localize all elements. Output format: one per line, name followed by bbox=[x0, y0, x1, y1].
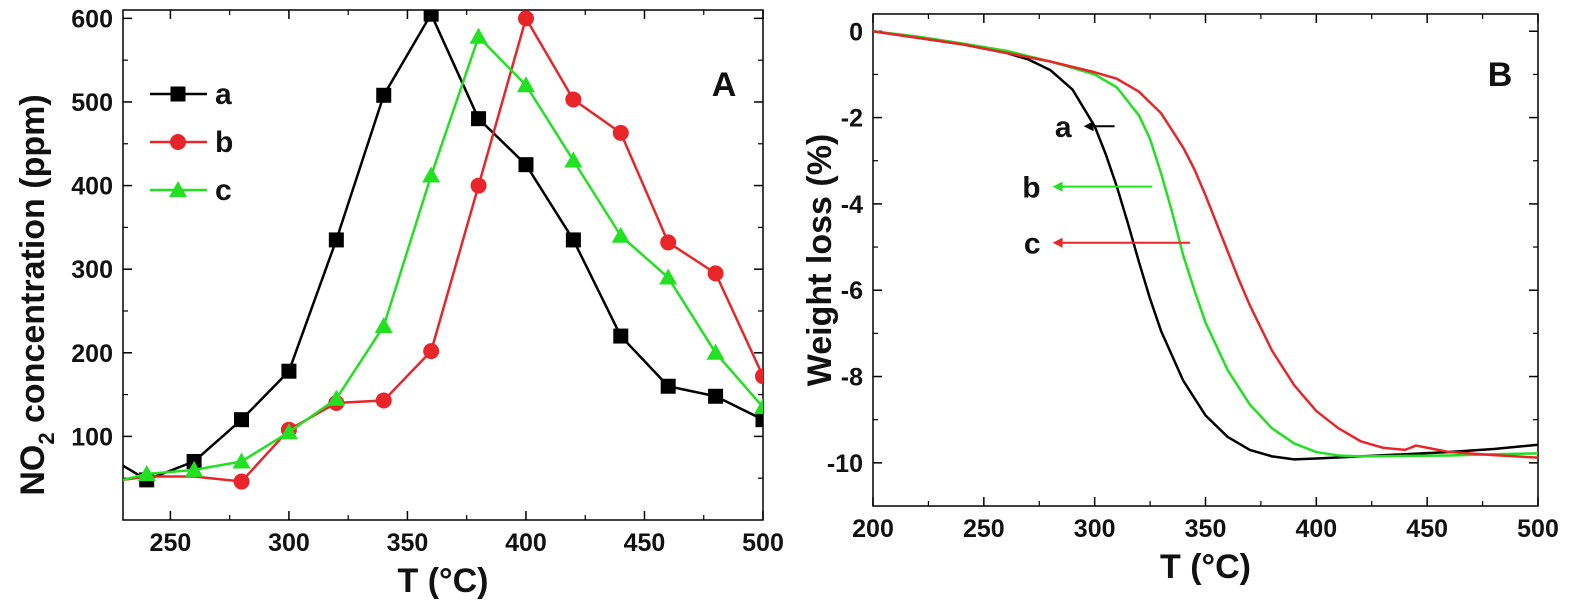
series-c-point bbox=[659, 268, 678, 285]
series-c-point bbox=[754, 398, 763, 415]
y-tick-label: -6 bbox=[841, 277, 863, 305]
series-c-point bbox=[611, 226, 630, 243]
x-tick-label: 300 bbox=[1074, 515, 1116, 543]
series-c bbox=[123, 27, 763, 482]
series-b-point bbox=[517, 10, 534, 27]
y-tick-label: 500 bbox=[71, 89, 113, 117]
legend-entry-b: b bbox=[150, 126, 233, 159]
y-tick-label: -2 bbox=[841, 105, 863, 133]
legend-entry-a: a bbox=[150, 78, 232, 111]
series-b-curve bbox=[873, 30, 1538, 458]
y-tick-label: 300 bbox=[71, 256, 113, 284]
x-tick-label: 500 bbox=[1517, 515, 1559, 543]
series-c-point bbox=[185, 460, 204, 477]
series-a-point bbox=[660, 378, 676, 394]
panel-b-weight-loss: 200 250 300 350 400 450 500 0 -2 -4 -6 -8 -10 T (°C) B… bbox=[801, 13, 1559, 586]
annotation-label-c: c bbox=[1024, 228, 1041, 261]
x-tick-label: 500 bbox=[742, 529, 784, 557]
annotation-label-b: b bbox=[1022, 172, 1040, 205]
series-c-curve bbox=[873, 30, 1538, 459]
series-a-point bbox=[518, 157, 534, 173]
y-tick-label: -8 bbox=[841, 364, 863, 392]
series-b-point bbox=[565, 91, 582, 108]
x-tick-label: 300 bbox=[268, 529, 310, 557]
series-a-point bbox=[376, 87, 392, 103]
panel-label: A bbox=[712, 66, 737, 104]
annotation-arrowhead-b bbox=[1052, 181, 1063, 192]
series-a-curve bbox=[873, 30, 1538, 461]
series-a-point bbox=[613, 328, 629, 344]
legend-entry-c: c bbox=[150, 174, 232, 207]
series-b-point bbox=[233, 473, 250, 490]
y-tick-label: 600 bbox=[71, 5, 113, 33]
x-tick-label: 450 bbox=[1406, 515, 1448, 543]
annotation-a: a bbox=[1055, 111, 1115, 144]
x-tick-label: 250 bbox=[963, 515, 1005, 543]
series-a-point bbox=[281, 363, 297, 379]
y-tick-label: 100 bbox=[71, 423, 113, 451]
series-b-point bbox=[660, 234, 677, 251]
y-axis-title-subscript: 2 bbox=[34, 432, 59, 444]
series-c-point bbox=[279, 423, 298, 440]
series-a-point bbox=[565, 232, 581, 248]
series-a-point bbox=[328, 232, 344, 248]
y-tick-label: 200 bbox=[71, 340, 113, 368]
series-b-point bbox=[470, 177, 487, 194]
series-a bbox=[123, 10, 763, 488]
annotation-c: c bbox=[1024, 228, 1190, 261]
plot-frame bbox=[122, 9, 764, 521]
x-axis-title: T (°C) bbox=[1160, 548, 1251, 586]
panel-label: B bbox=[1488, 56, 1513, 94]
legend-label-c: c bbox=[215, 174, 232, 207]
y-axis-title: NO2 concentration (ppm) bbox=[14, 94, 59, 495]
annotation-arrowhead-c bbox=[1052, 237, 1063, 248]
y-tick-label: -4 bbox=[841, 191, 863, 219]
y-axis-title-rest: concentration (ppm) bbox=[14, 94, 52, 432]
y-axis-title: Weight loss (%) bbox=[801, 134, 839, 387]
legend-label-b: b bbox=[215, 126, 233, 159]
annotation-label-a: a bbox=[1055, 111, 1072, 144]
y-tick-label: 0 bbox=[849, 18, 863, 46]
x-tick-label: 350 bbox=[387, 529, 429, 557]
series-c-point bbox=[422, 166, 441, 183]
legend-marker-b bbox=[170, 134, 186, 150]
series-a-point bbox=[471, 111, 487, 127]
y-axis-title-no: NO bbox=[14, 445, 52, 496]
series-b-point bbox=[423, 343, 440, 360]
legend-marker-a bbox=[170, 86, 186, 102]
series-b bbox=[123, 10, 763, 490]
series-b-point bbox=[612, 124, 629, 141]
x-tick-label: 200 bbox=[852, 515, 894, 543]
series-c-point bbox=[469, 27, 488, 44]
annotation-b: b bbox=[1022, 172, 1153, 205]
y-tick-label: -10 bbox=[827, 450, 863, 478]
series-a-point bbox=[755, 412, 763, 428]
series-b-point bbox=[707, 265, 724, 282]
series-a-point bbox=[423, 10, 439, 22]
series-b-point bbox=[375, 392, 392, 409]
y-tick-label: 400 bbox=[71, 173, 113, 201]
annotation-arrowhead-a bbox=[1083, 121, 1094, 132]
series-a-point bbox=[708, 388, 724, 404]
series-b-point bbox=[755, 368, 763, 385]
series-c-point bbox=[327, 389, 346, 406]
series-a-point bbox=[234, 412, 250, 428]
panel-a-no2-concentration: 250 300 350 400 450 500 100 200 300 400 500 600 T (°… bbox=[14, 5, 784, 600]
series-c-point bbox=[137, 465, 156, 482]
series-c-point bbox=[232, 452, 251, 469]
series-c-point bbox=[374, 317, 393, 334]
legend-label-a: a bbox=[215, 78, 232, 111]
series-c-point bbox=[564, 151, 583, 168]
x-tick-label: 450 bbox=[624, 529, 666, 557]
x-axis-title: T (°C) bbox=[397, 562, 488, 600]
legend-marker-c bbox=[169, 181, 187, 197]
plot-frame bbox=[872, 13, 1539, 507]
x-tick-label: 250 bbox=[150, 529, 192, 557]
series-c-point bbox=[706, 343, 725, 360]
series-c-point bbox=[516, 76, 535, 93]
x-tick-label: 350 bbox=[1185, 515, 1227, 543]
x-tick-label: 400 bbox=[505, 529, 547, 557]
x-tick-label: 400 bbox=[1295, 515, 1337, 543]
